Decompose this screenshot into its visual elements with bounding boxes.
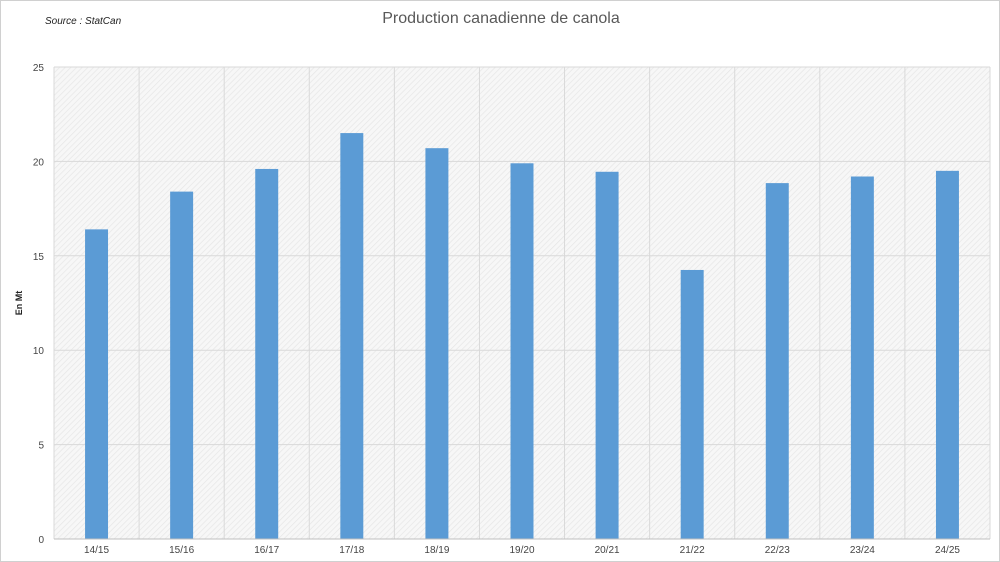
bar-15-16	[170, 191, 194, 539]
y-axis: 0 5 10 15 20 25	[33, 63, 45, 546]
x-tick-label: 23/24	[850, 545, 875, 556]
x-tick-label: 24/25	[935, 545, 960, 556]
bar-22-23	[765, 183, 789, 539]
bar-16-17	[255, 168, 279, 539]
x-axis: 14/15 15/16 16/17 17/18 18/19 19/20 20/21 21/22…	[54, 538, 990, 556]
bar-19-20	[510, 163, 534, 539]
x-tick-label: 16/17	[254, 545, 279, 556]
x-tick-label: 22/23	[765, 545, 790, 556]
chart-title: Production canadienne de canola	[382, 10, 620, 27]
x-tick-label: 19/20	[509, 545, 534, 556]
x-tick-label: 17/18	[339, 545, 364, 556]
y-tick-label: 5	[38, 441, 44, 452]
y-tick-label: 20	[33, 157, 45, 168]
bar-18-19	[425, 148, 449, 539]
source-label: Source : StatCan	[45, 16, 122, 27]
bar-21-22	[680, 269, 704, 539]
y-tick-label: 10	[33, 346, 45, 357]
y-tick-label: 15	[33, 252, 45, 263]
x-tick-label: 18/19	[424, 545, 449, 556]
x-tick-label: 15/16	[169, 545, 194, 556]
x-tick-label: 21/22	[680, 545, 705, 556]
x-tick-label: 14/15	[84, 545, 109, 556]
bar-20-21	[595, 171, 619, 539]
bar-17-18	[340, 133, 364, 539]
y-tick-label: 25	[33, 63, 45, 74]
y-tick-label: 0	[38, 535, 44, 546]
bar-23-24	[850, 176, 874, 539]
bars-group	[85, 133, 959, 540]
x-tick-label: 20/21	[595, 545, 620, 556]
bar-24-25	[935, 170, 959, 539]
bar-14-15	[85, 229, 109, 540]
